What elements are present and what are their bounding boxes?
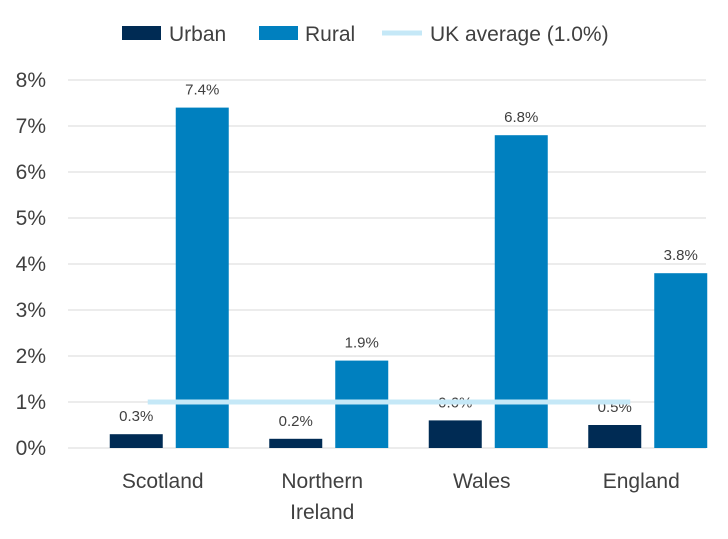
legend-rural-label: Rural — [305, 23, 355, 46]
y-tick-label: 2% — [16, 345, 46, 368]
data-label: 6.8% — [504, 109, 538, 126]
rural-bar — [175, 107, 229, 448]
x-category-label: England — [603, 470, 680, 493]
y-tick-label: 4% — [16, 253, 46, 276]
x-category-label: Scotland — [122, 470, 204, 493]
y-tick-label: 1% — [16, 391, 46, 414]
urban-bar — [588, 425, 642, 448]
legend-urban-label: Urban — [169, 23, 226, 46]
data-label: 1.9% — [345, 335, 379, 352]
x-category-label: Wales — [453, 470, 511, 493]
y-tick-label: 8% — [16, 69, 46, 92]
y-tick-label: 7% — [16, 115, 46, 138]
x-category-label: Ireland — [290, 501, 354, 524]
data-label: 0.3% — [119, 408, 153, 425]
urban-bar — [428, 420, 482, 448]
y-tick-label: 0% — [16, 437, 46, 460]
x-category-label: Northern — [281, 470, 363, 493]
y-tick-label: 5% — [16, 207, 46, 230]
legend-rural-swatch — [259, 26, 298, 40]
data-label: 0.2% — [279, 413, 313, 430]
y-tick-label: 6% — [16, 161, 46, 184]
data-label: 7.4% — [185, 82, 219, 99]
urban-bar — [109, 434, 163, 448]
urban-bar — [269, 438, 323, 448]
data-label: 3.8% — [664, 247, 698, 264]
legend-uk-average-label: UK average (1.0%) — [430, 23, 609, 46]
y-tick-label: 3% — [16, 299, 46, 322]
legend-urban-swatch — [122, 26, 161, 40]
rural-bar — [654, 273, 708, 448]
rural-bar — [494, 135, 548, 448]
